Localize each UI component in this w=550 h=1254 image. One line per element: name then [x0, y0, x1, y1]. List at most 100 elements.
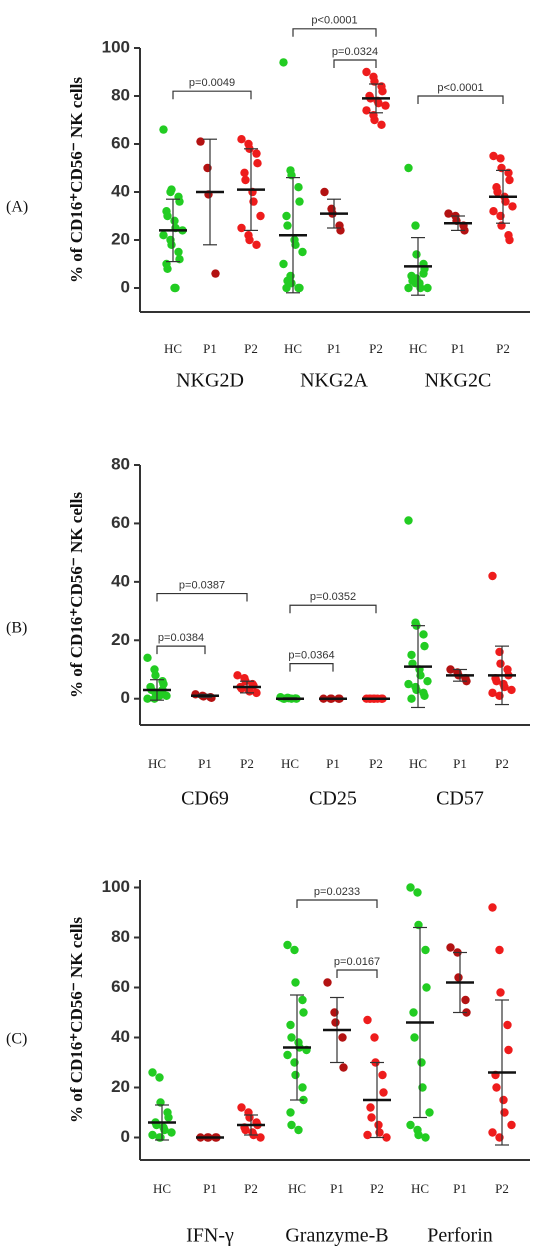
- data-point: [148, 1068, 157, 1077]
- x-tick-label: P1: [451, 341, 465, 356]
- data-point: [295, 197, 304, 206]
- data-point: [294, 1125, 303, 1135]
- data-point: [417, 1058, 426, 1067]
- data-point: [282, 211, 291, 221]
- data-point: [148, 1130, 157, 1140]
- x-tick-label: P2: [244, 1181, 258, 1196]
- x-tick-label: HC: [148, 756, 166, 771]
- x-tick-label: HC: [164, 341, 182, 356]
- significance-bracket: [417, 95, 504, 104]
- data-point: [279, 58, 288, 67]
- data-point: [363, 1130, 372, 1140]
- data-point: [378, 1070, 387, 1080]
- data-point: [159, 125, 168, 134]
- x-tick-label: P2: [244, 341, 258, 356]
- data-point: [461, 995, 470, 1005]
- data-point: [241, 1125, 250, 1135]
- p-value: p=0.0384: [158, 632, 204, 644]
- data-point: [290, 945, 299, 955]
- data-point: [488, 688, 497, 698]
- data-point: [492, 676, 501, 686]
- data-point: [422, 983, 431, 992]
- p-value: p=0.0233: [314, 886, 360, 898]
- significance-bracket: [292, 28, 377, 37]
- x-tick-label: P1: [326, 756, 340, 771]
- data-point: [143, 653, 152, 663]
- data-point: [163, 264, 172, 273]
- data-point: [444, 209, 453, 218]
- data-point: [423, 283, 432, 293]
- data-point: [489, 207, 498, 216]
- data-point: [279, 259, 288, 269]
- group-label: NKG2C: [425, 370, 492, 392]
- data-point: [504, 1045, 513, 1055]
- data-point: [211, 269, 220, 278]
- y-tick-label: 60: [111, 977, 130, 996]
- data-point: [379, 1088, 388, 1097]
- data-point: [406, 1120, 415, 1130]
- y-axis-label: % of CD16⁺CD56⁻ NK cells: [67, 917, 86, 1123]
- x-tick-label: P1: [203, 1181, 217, 1196]
- data-point: [414, 1130, 423, 1140]
- data-point: [382, 1133, 391, 1142]
- p-value: p=0.0049: [189, 77, 235, 89]
- x-tick-label: P2: [496, 341, 510, 356]
- data-point: [404, 516, 413, 525]
- data-point: [496, 988, 505, 997]
- x-tick-label: P1: [203, 341, 217, 356]
- data-point: [196, 137, 205, 146]
- data-point: [381, 101, 390, 110]
- y-tick-label: 80: [111, 927, 130, 946]
- data-point: [420, 641, 429, 651]
- data-point: [362, 106, 371, 115]
- data-point: [404, 679, 413, 689]
- data-point: [283, 276, 292, 285]
- y-tick-label: 40: [111, 181, 130, 200]
- data-point: [421, 1133, 430, 1142]
- data-point: [404, 163, 413, 173]
- data-point: [174, 247, 183, 257]
- panel-label: (A): [6, 199, 28, 216]
- significance-bracket: [336, 969, 378, 978]
- data-point: [167, 185, 176, 194]
- data-point: [167, 240, 176, 249]
- data-point: [419, 269, 428, 278]
- data-point: [237, 684, 246, 693]
- x-tick-label: P2: [369, 756, 383, 771]
- data-point: [338, 1033, 347, 1042]
- y-tick-label: 100: [102, 877, 130, 896]
- x-tick-label: P2: [369, 341, 383, 356]
- p-value: p<0.0001: [437, 82, 483, 94]
- data-point: [421, 945, 430, 955]
- data-point: [503, 1020, 512, 1030]
- data-point: [299, 1008, 308, 1017]
- data-point: [294, 183, 303, 192]
- data-point: [286, 1108, 295, 1117]
- data-point: [298, 247, 307, 257]
- data-point: [411, 221, 420, 230]
- x-tick-label: HC: [281, 756, 299, 771]
- data-point: [488, 903, 497, 912]
- significance-bracket: [289, 663, 334, 672]
- y-tick-label: 20: [111, 1077, 130, 1096]
- data-point: [283, 940, 292, 950]
- data-point: [256, 1133, 265, 1142]
- data-point: [507, 1120, 516, 1130]
- x-tick-label: HC: [409, 341, 427, 356]
- data-point: [407, 650, 416, 660]
- data-point: [287, 1120, 296, 1130]
- significance-bracket: [156, 645, 206, 655]
- data-point: [295, 283, 304, 293]
- data-point: [404, 283, 413, 293]
- x-tick-label: P2: [495, 1181, 509, 1196]
- y-tick-label: 20: [111, 630, 130, 649]
- data-point: [151, 671, 160, 680]
- group-label: IFN-γ: [186, 1225, 234, 1247]
- data-point: [493, 187, 502, 197]
- data-point: [287, 1033, 296, 1042]
- y-tick-label: 20: [111, 229, 130, 248]
- data-point: [505, 175, 514, 185]
- data-point: [237, 223, 246, 233]
- data-point: [170, 216, 179, 225]
- y-tick-label: 80: [111, 454, 130, 473]
